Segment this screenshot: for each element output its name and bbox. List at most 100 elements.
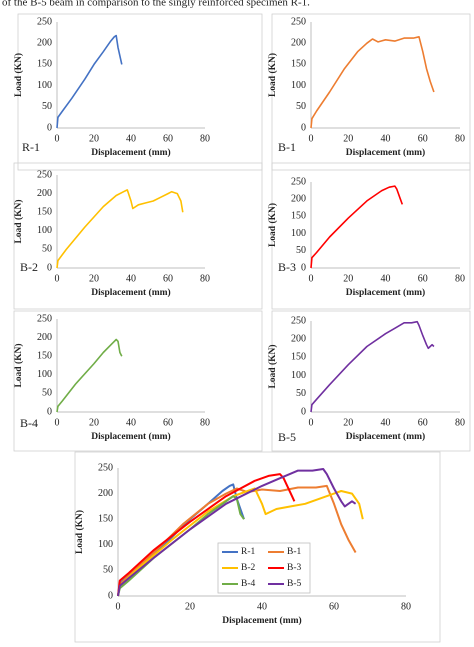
legend-label: B-4 bbox=[241, 579, 256, 589]
y-tick-label: 250 bbox=[98, 462, 113, 473]
y-tick-label: 0 bbox=[47, 262, 52, 273]
y-tick-label: 50 bbox=[42, 388, 52, 399]
x-tick-label: 80 bbox=[401, 601, 411, 612]
data-line bbox=[117, 473, 296, 597]
y-axis-label: Load (KN) bbox=[13, 199, 24, 243]
y-tick-label: 200 bbox=[98, 488, 113, 499]
y-tick-label: 150 bbox=[291, 211, 306, 222]
x-tick-label: 80 bbox=[200, 133, 210, 144]
x-tick-label: 60 bbox=[418, 273, 428, 284]
x-tick-label: 0 bbox=[116, 601, 121, 612]
y-axis-label: Load (KN) bbox=[74, 510, 85, 554]
y-tick-label: 150 bbox=[37, 350, 52, 361]
x-tick-label: 20 bbox=[343, 273, 353, 284]
x-tick-label: 60 bbox=[163, 417, 173, 428]
y-tick-label: 200 bbox=[37, 188, 52, 199]
panel-frame bbox=[271, 13, 471, 171]
y-tick-label: 200 bbox=[37, 37, 52, 48]
data-line bbox=[56, 338, 123, 413]
y-tick-label: 150 bbox=[98, 513, 113, 524]
panel-label: B-2 bbox=[20, 260, 38, 274]
x-axis-label: Displacement (mm) bbox=[346, 287, 425, 298]
x-tick-label: 80 bbox=[200, 273, 210, 284]
x-tick-label: 20 bbox=[343, 417, 353, 428]
y-axis-label: Load (KN) bbox=[267, 344, 278, 388]
x-tick-label: 20 bbox=[343, 133, 353, 144]
y-tick-label: 200 bbox=[291, 37, 306, 48]
y-tick-label: 200 bbox=[291, 333, 306, 344]
panel-label: B-3 bbox=[278, 260, 296, 274]
x-tick-label: 40 bbox=[126, 133, 136, 144]
y-tick-label: 150 bbox=[37, 206, 52, 217]
y-tick-label: 250 bbox=[291, 176, 306, 187]
x-tick-label: 40 bbox=[381, 133, 391, 144]
panel-label: B-5 bbox=[278, 430, 296, 444]
panel-frame bbox=[13, 162, 263, 310]
panel-label: B-1 bbox=[278, 140, 296, 154]
x-axis-label: Displacement (mm) bbox=[222, 615, 301, 626]
y-axis-label: Load (KN) bbox=[267, 53, 278, 97]
y-tick-label: 0 bbox=[47, 122, 52, 133]
x-tick-label: 0 bbox=[55, 133, 60, 144]
x-tick-label: 60 bbox=[418, 133, 428, 144]
y-tick-label: 100 bbox=[98, 539, 113, 550]
y-tick-label: 0 bbox=[47, 406, 52, 417]
x-tick-label: 60 bbox=[163, 133, 173, 144]
y-tick-label: 150 bbox=[291, 59, 306, 70]
x-tick-label: 60 bbox=[163, 273, 173, 284]
y-tick-label: 0 bbox=[108, 590, 113, 601]
panel-frame bbox=[74, 451, 441, 643]
y-tick-label: 250 bbox=[291, 315, 306, 326]
x-tick-label: 80 bbox=[455, 273, 465, 284]
x-tick-label: 20 bbox=[89, 417, 99, 428]
data-line bbox=[56, 189, 184, 269]
y-tick-label: 250 bbox=[291, 16, 306, 27]
x-axis-label: Displacement (mm) bbox=[346, 431, 425, 442]
data-line bbox=[117, 487, 364, 597]
x-tick-label: 20 bbox=[89, 273, 99, 284]
x-tick-label: 40 bbox=[257, 601, 267, 612]
x-tick-label: 0 bbox=[55, 273, 60, 284]
legend-label: B-5 bbox=[287, 579, 302, 589]
x-tick-label: 40 bbox=[381, 417, 391, 428]
x-tick-label: 0 bbox=[55, 417, 60, 428]
x-tick-label: 0 bbox=[309, 133, 314, 144]
y-tick-label: 250 bbox=[37, 169, 52, 180]
legend-label: B-1 bbox=[287, 547, 302, 557]
x-tick-label: 40 bbox=[381, 273, 391, 284]
header-text: of the B-5 beam in comparison to the sin… bbox=[2, 0, 310, 9]
y-tick-label: 0 bbox=[301, 122, 306, 133]
data-line bbox=[310, 185, 404, 269]
x-axis-label: Displacement (mm) bbox=[91, 287, 170, 298]
x-axis-label: Displacement (mm) bbox=[346, 147, 425, 158]
x-tick-label: 80 bbox=[200, 417, 210, 428]
y-tick-label: 50 bbox=[296, 245, 306, 256]
y-tick-label: 50 bbox=[296, 101, 306, 112]
y-tick-label: 100 bbox=[37, 80, 52, 91]
x-tick-label: 40 bbox=[126, 417, 136, 428]
y-axis-label: Load (KN) bbox=[13, 53, 24, 97]
x-tick-label: 80 bbox=[455, 133, 465, 144]
y-tick-label: 50 bbox=[103, 565, 113, 576]
panel-frame bbox=[13, 310, 263, 452]
panel-frame bbox=[271, 310, 471, 452]
y-tick-label: 250 bbox=[37, 313, 52, 324]
x-tick-label: 0 bbox=[309, 417, 314, 428]
x-tick-label: 60 bbox=[418, 417, 428, 428]
y-tick-label: 100 bbox=[291, 370, 306, 381]
y-axis-label: Load (KN) bbox=[267, 203, 278, 247]
y-tick-label: 100 bbox=[291, 228, 306, 239]
y-tick-label: 150 bbox=[37, 59, 52, 70]
legend-label: R-1 bbox=[241, 547, 256, 557]
data-line bbox=[56, 34, 123, 129]
data-line bbox=[117, 468, 357, 597]
y-tick-label: 100 bbox=[37, 369, 52, 380]
y-tick-label: 0 bbox=[301, 406, 306, 417]
x-axis-label: Displacement (mm) bbox=[91, 147, 170, 158]
data-line bbox=[117, 495, 245, 597]
y-tick-label: 50 bbox=[42, 244, 52, 255]
y-tick-label: 0 bbox=[301, 262, 306, 273]
